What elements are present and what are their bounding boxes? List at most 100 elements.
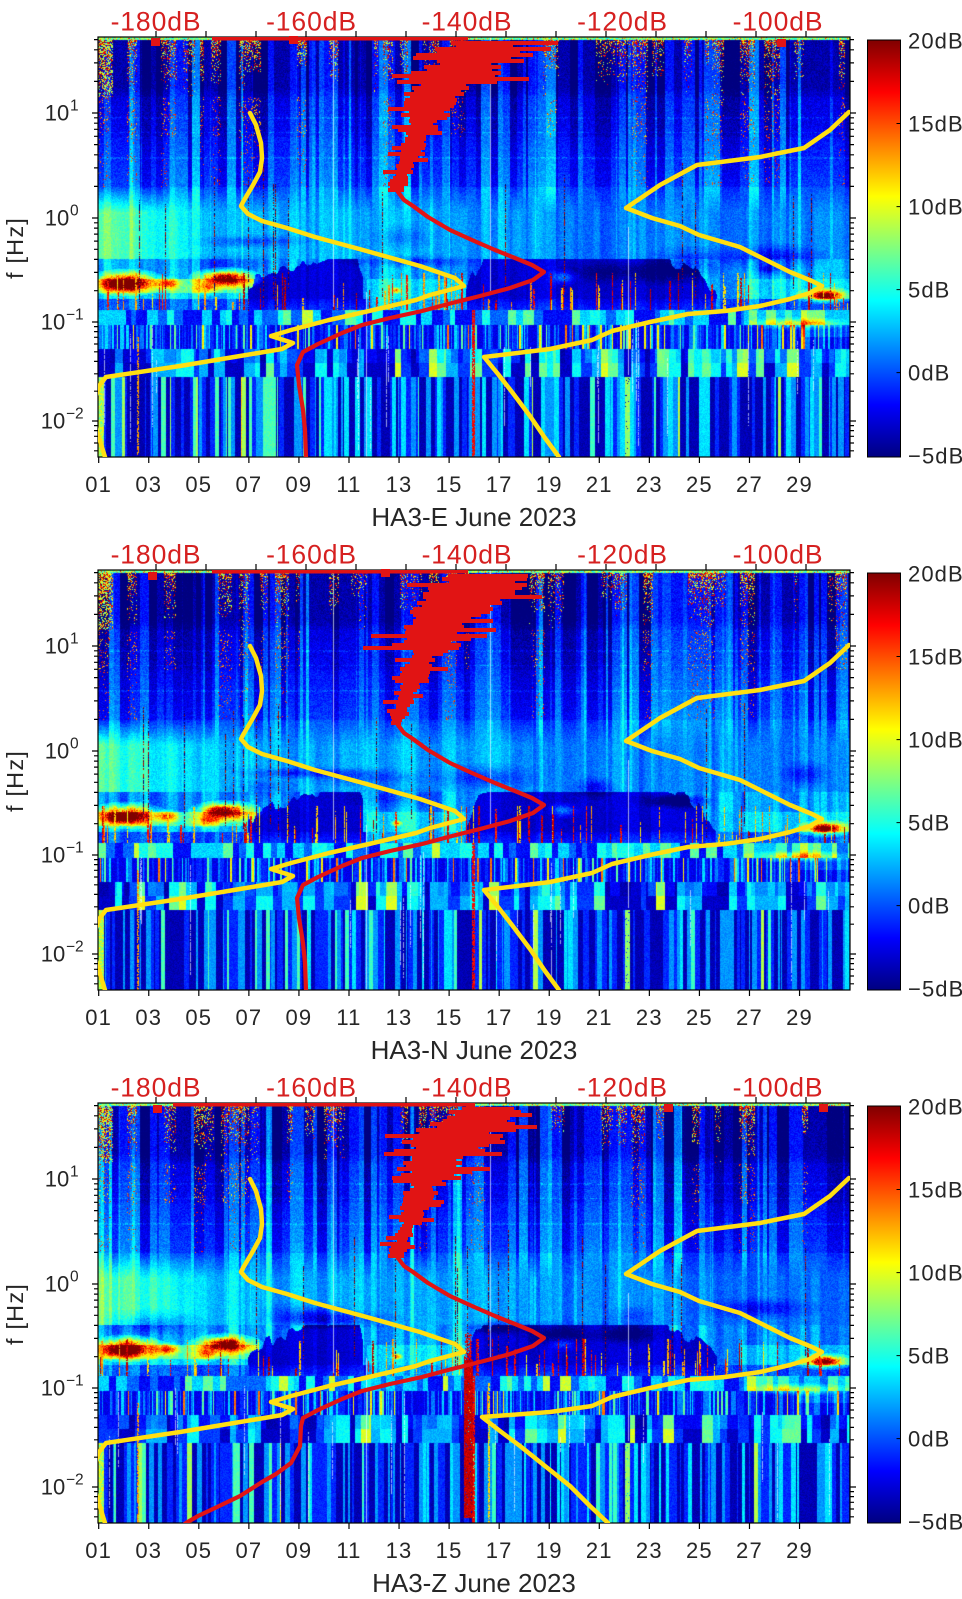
svg-text:29: 29 bbox=[786, 1538, 813, 1563]
svg-text:−2: −2 bbox=[66, 939, 84, 956]
svg-text:-100dB: -100dB bbox=[733, 1073, 824, 1103]
svg-text:0: 0 bbox=[70, 203, 79, 220]
svg-text:-140dB: -140dB bbox=[422, 7, 513, 37]
svg-text:10: 10 bbox=[41, 1475, 65, 1500]
svg-text:5dB: 5dB bbox=[908, 1343, 950, 1368]
svg-text:-160dB: -160dB bbox=[266, 1073, 357, 1103]
svg-text:10: 10 bbox=[45, 634, 69, 659]
svg-text:25: 25 bbox=[686, 1005, 713, 1030]
svg-text:10: 10 bbox=[41, 409, 65, 434]
svg-text:HA3-E June 2023: HA3-E June 2023 bbox=[371, 502, 576, 532]
svg-text:-140dB: -140dB bbox=[422, 1073, 513, 1103]
svg-text:10dB: 10dB bbox=[908, 727, 962, 752]
svg-text:03: 03 bbox=[135, 472, 162, 497]
svg-text:05: 05 bbox=[185, 1005, 212, 1030]
svg-text:f [Hz]: f [Hz] bbox=[2, 217, 28, 279]
svg-text:15dB: 15dB bbox=[908, 111, 962, 136]
svg-text:−1: −1 bbox=[66, 840, 84, 857]
svg-text:f [Hz]: f [Hz] bbox=[2, 750, 28, 812]
svg-text:15dB: 15dB bbox=[908, 644, 962, 669]
svg-text:20dB: 20dB bbox=[908, 28, 962, 53]
svg-text:-140dB: -140dB bbox=[422, 540, 513, 570]
svg-text:-160dB: -160dB bbox=[266, 7, 357, 37]
svg-text:15dB: 15dB bbox=[908, 1177, 962, 1202]
svg-text:13: 13 bbox=[386, 1538, 413, 1563]
svg-text:10: 10 bbox=[45, 101, 69, 126]
svg-text:27: 27 bbox=[736, 1538, 763, 1563]
svg-text:03: 03 bbox=[135, 1538, 162, 1563]
svg-text:10: 10 bbox=[41, 310, 65, 335]
svg-text:−2: −2 bbox=[66, 1472, 84, 1489]
svg-text:1: 1 bbox=[70, 1164, 79, 1181]
svg-text:−1: −1 bbox=[66, 1373, 84, 1390]
svg-text:−1: −1 bbox=[66, 307, 84, 324]
svg-text:HA3-Z June 2023: HA3-Z June 2023 bbox=[372, 1568, 576, 1598]
svg-text:25: 25 bbox=[686, 1538, 713, 1563]
svg-text:27: 27 bbox=[736, 472, 763, 497]
svg-text:HA3-N June 2023: HA3-N June 2023 bbox=[371, 1035, 578, 1065]
svg-text:01: 01 bbox=[85, 1005, 112, 1030]
svg-text:5dB: 5dB bbox=[908, 810, 950, 835]
svg-text:13: 13 bbox=[386, 1005, 413, 1030]
svg-text:10: 10 bbox=[45, 1167, 69, 1192]
svg-text:29: 29 bbox=[786, 472, 813, 497]
svg-text:01: 01 bbox=[85, 472, 112, 497]
svg-text:05: 05 bbox=[185, 1538, 212, 1563]
svg-text:5dB: 5dB bbox=[908, 277, 950, 302]
svg-text:11: 11 bbox=[336, 1538, 361, 1563]
svg-text:10: 10 bbox=[41, 843, 65, 868]
svg-text:07: 07 bbox=[235, 1538, 262, 1563]
svg-text:f [Hz]: f [Hz] bbox=[2, 1283, 28, 1345]
svg-text:1: 1 bbox=[70, 98, 79, 115]
svg-text:10dB: 10dB bbox=[908, 194, 962, 219]
svg-text:23: 23 bbox=[636, 1538, 663, 1563]
svg-text:-160dB: -160dB bbox=[266, 540, 357, 570]
svg-text:07: 07 bbox=[235, 472, 262, 497]
svg-text:0: 0 bbox=[70, 1269, 79, 1286]
svg-text:0: 0 bbox=[70, 736, 79, 753]
svg-text:10: 10 bbox=[45, 739, 69, 764]
svg-text:09: 09 bbox=[286, 1538, 313, 1563]
svg-text:10dB: 10dB bbox=[908, 1260, 962, 1285]
svg-text:1: 1 bbox=[70, 631, 79, 648]
svg-text:19: 19 bbox=[536, 1538, 563, 1563]
svg-text:−5dB: −5dB bbox=[908, 977, 962, 1002]
svg-text:15: 15 bbox=[436, 472, 463, 497]
svg-text:09: 09 bbox=[286, 472, 313, 497]
svg-text:−5dB: −5dB bbox=[908, 1510, 962, 1535]
svg-text:-120dB: -120dB bbox=[577, 7, 668, 37]
svg-text:03: 03 bbox=[135, 1005, 162, 1030]
svg-text:21: 21 bbox=[586, 1005, 613, 1030]
svg-text:25: 25 bbox=[686, 472, 713, 497]
svg-text:20dB: 20dB bbox=[908, 1094, 962, 1119]
svg-text:0dB: 0dB bbox=[908, 360, 950, 385]
svg-text:0dB: 0dB bbox=[908, 1426, 950, 1451]
svg-text:13: 13 bbox=[386, 472, 413, 497]
svg-text:0dB: 0dB bbox=[908, 893, 950, 918]
svg-text:23: 23 bbox=[636, 472, 663, 497]
svg-text:09: 09 bbox=[286, 1005, 313, 1030]
svg-text:10: 10 bbox=[45, 206, 69, 231]
svg-text:−5dB: −5dB bbox=[908, 444, 962, 469]
svg-text:05: 05 bbox=[185, 472, 212, 497]
svg-text:20dB: 20dB bbox=[908, 561, 962, 586]
svg-text:10: 10 bbox=[41, 942, 65, 967]
svg-text:27: 27 bbox=[736, 1005, 763, 1030]
svg-text:21: 21 bbox=[586, 472, 613, 497]
svg-text:11: 11 bbox=[336, 1005, 361, 1030]
svg-text:19: 19 bbox=[536, 472, 563, 497]
svg-text:29: 29 bbox=[786, 1005, 813, 1030]
svg-text:−2: −2 bbox=[66, 406, 84, 423]
svg-text:15: 15 bbox=[436, 1005, 463, 1030]
svg-text:10: 10 bbox=[41, 1376, 65, 1401]
svg-text:-120dB: -120dB bbox=[577, 1073, 668, 1103]
svg-text:17: 17 bbox=[486, 1538, 513, 1563]
svg-text:01: 01 bbox=[85, 1538, 112, 1563]
svg-text:-100dB: -100dB bbox=[733, 540, 824, 570]
svg-text:11: 11 bbox=[336, 472, 361, 497]
svg-text:07: 07 bbox=[235, 1005, 262, 1030]
svg-text:17: 17 bbox=[486, 472, 513, 497]
svg-text:-100dB: -100dB bbox=[733, 7, 824, 37]
svg-text:21: 21 bbox=[586, 1538, 613, 1563]
svg-text:10: 10 bbox=[45, 1272, 69, 1297]
